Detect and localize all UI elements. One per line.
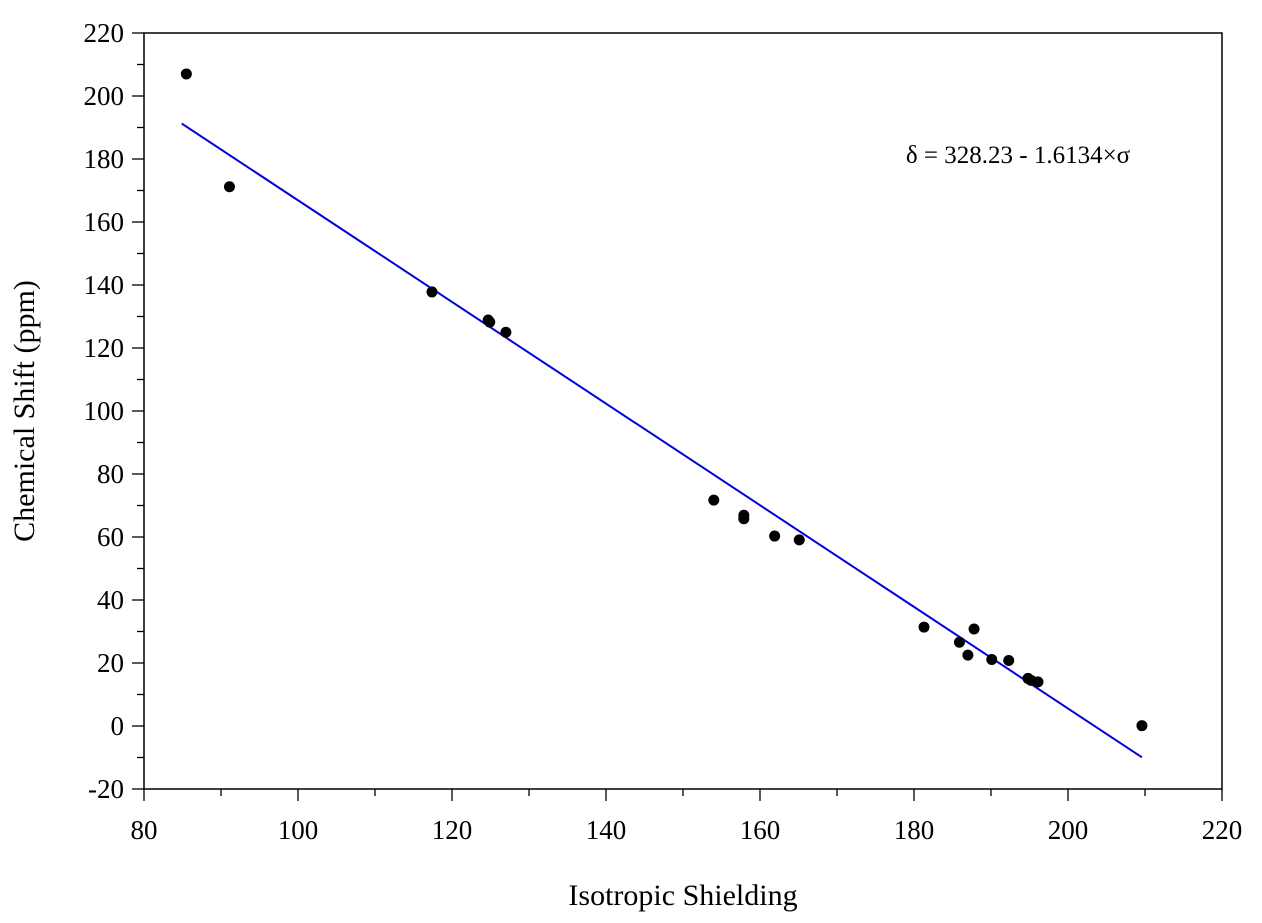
x-tick-labels: 80 100 120 140 160 180 200 220 <box>131 815 1243 845</box>
data-point <box>1032 676 1044 688</box>
x-tick-label: 220 <box>1202 815 1243 845</box>
x-tick-label: 200 <box>1048 815 1089 845</box>
data-point <box>769 530 781 542</box>
data-point <box>223 181 235 193</box>
data-point <box>918 621 930 633</box>
y-tick-label: 180 <box>84 144 125 174</box>
x-axis-label: Isotropic Shielding <box>568 879 797 912</box>
x-tick-label: 160 <box>740 815 781 845</box>
x-tick-label: 120 <box>432 815 473 845</box>
data-point <box>953 636 965 648</box>
data-point <box>738 513 750 525</box>
data-points-layer <box>180 68 1148 732</box>
y-tick-label: 80 <box>97 459 124 489</box>
x-tick-label: 180 <box>894 815 935 845</box>
y-tick-label: 200 <box>84 81 125 111</box>
y-tick-label: 220 <box>84 18 125 48</box>
data-point <box>500 326 512 338</box>
data-point <box>426 286 438 298</box>
y-tick-label: 0 <box>111 711 125 741</box>
y-tick-label: 160 <box>84 207 125 237</box>
data-point <box>968 623 980 635</box>
fit-line-layer <box>181 122 1143 759</box>
regression-equation-annotation: δ = 328.23 - 1.6134×σ <box>906 142 1131 169</box>
regression-line <box>181 122 1143 759</box>
y-tick-label: 40 <box>97 585 124 615</box>
data-point <box>793 534 805 546</box>
data-point <box>1003 654 1015 666</box>
axis-ticks <box>132 32 1223 801</box>
data-point <box>986 654 998 666</box>
y-tick-label: 100 <box>84 396 125 426</box>
data-point <box>1136 720 1148 732</box>
y-tick-label: 120 <box>84 333 125 363</box>
y-tick-label: 60 <box>97 522 124 552</box>
y-tick-label: -20 <box>88 774 124 804</box>
y-tick-label: 140 <box>84 270 125 300</box>
data-point <box>708 494 720 506</box>
x-tick-label: 80 <box>131 815 158 845</box>
y-tick-labels: -20 0 20 40 60 80 100 120 140 160 180 200 220 <box>84 18 125 804</box>
data-point <box>180 68 192 80</box>
y-tick-label: 20 <box>97 648 124 678</box>
y-axis-label: Chemical Shift (ppm) <box>8 280 41 542</box>
x-tick-label: 100 <box>278 815 319 845</box>
data-point <box>484 316 496 328</box>
data-point <box>962 649 974 661</box>
x-tick-label: 140 <box>586 815 627 845</box>
